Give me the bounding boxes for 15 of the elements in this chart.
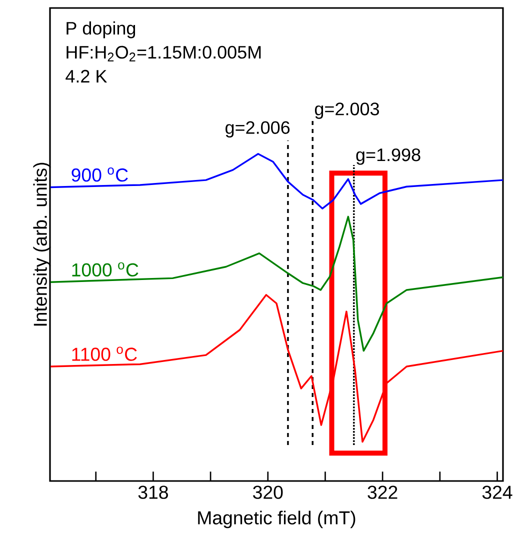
x-tick-label: 324 <box>482 486 512 499</box>
text: 4.2 K <box>66 70 108 82</box>
x-tick-label: 322 <box>368 486 398 499</box>
x-tick-label: 318 <box>138 486 168 499</box>
series-label: 1000 $^{o}$C <box>72 262 138 277</box>
text: g=2.003 <box>314 102 379 119</box>
text: g=2.006 <box>226 121 290 138</box>
y-axis-title: Intensity (arb. units) <box>33 162 51 326</box>
annotation: g=1.998 <box>356 148 420 165</box>
x-axis-title: Magnetic field (mT) <box>198 510 356 528</box>
series-label: 1100 $^{o}$C <box>72 346 137 361</box>
series-label: 900 $^{o}$C <box>72 167 128 182</box>
x-tick-label: 320 <box>253 486 283 499</box>
text: HF:H$_{2}$O$_{2}$=1.15M:0.005M <box>66 46 261 62</box>
text: P doping <box>66 21 136 38</box>
